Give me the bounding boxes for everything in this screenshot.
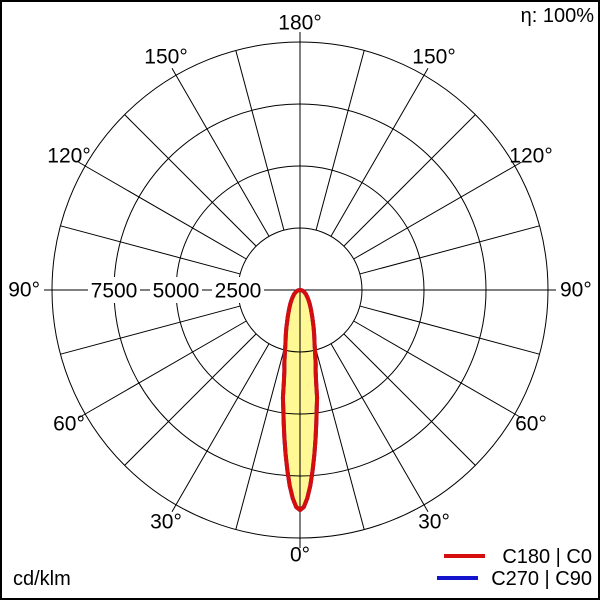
grid-spoke-75: [359, 305, 540, 355]
grid-tick-210: [171, 68, 177, 76]
grid-spoke-120: [353, 165, 516, 260]
legend-label-c180-c0: C180 | C0: [502, 546, 592, 568]
grid-spoke-285: [60, 305, 241, 355]
angle-label-180: 180°: [278, 12, 321, 35]
grid-spoke-15: [315, 349, 365, 530]
grid-tick-300: [78, 413, 86, 419]
unit-label: cd/klm: [13, 568, 71, 590]
angle-label-150-right: 150°: [412, 46, 455, 69]
grid-tick-330: [171, 504, 177, 512]
grid-tick-60: [514, 413, 522, 419]
grid-tick-240: [78, 161, 86, 167]
grid-spoke-345: [235, 349, 285, 530]
angle-label-60-right: 60°: [515, 413, 547, 436]
legend-label-c270-c90: C270 | C90: [491, 568, 592, 590]
grid-spoke-240: [84, 165, 247, 260]
grid-spoke-135: [343, 114, 476, 247]
grid-spoke-330: [175, 343, 270, 506]
efficiency-label: η: 100%: [521, 5, 595, 27]
ring-label-mask-2500: [212, 277, 264, 303]
grid-spoke-195: [235, 50, 285, 231]
grid-tick-30: [423, 504, 429, 512]
grid-spoke-45: [343, 333, 476, 466]
angle-label-90-right: 90°: [560, 279, 592, 302]
angle-label-0: 0°: [290, 544, 310, 567]
angle-label-60-left: 60°: [53, 413, 85, 436]
curve-c180-c0: [280, 288, 320, 512]
angle-label-30-left: 30°: [150, 511, 182, 534]
ring-label-mask-7500: [88, 277, 140, 303]
ring-label-7500: 7500: [91, 280, 138, 303]
ring-label-mask-5000: [150, 277, 202, 303]
grid-spoke-105: [359, 225, 540, 275]
grid-spoke-300: [84, 320, 247, 415]
ring-label-2500: 2500: [215, 280, 262, 303]
ring-label-5000: 5000: [153, 280, 200, 303]
grid-spoke-225: [124, 114, 257, 247]
angle-label-120-left: 120°: [47, 145, 90, 168]
grid-spoke-60: [353, 320, 516, 415]
angle-label-120-right: 120°: [509, 145, 552, 168]
grid-spoke-30: [330, 343, 425, 506]
legend: C180 | C0 C270 | C90: [437, 546, 592, 590]
grid-tick-150: [423, 68, 429, 76]
angle-label-90-left: 90°: [8, 279, 40, 302]
grid-spoke-255: [60, 225, 241, 275]
grid-spoke-150: [330, 74, 425, 237]
grid-spoke-165: [315, 50, 365, 231]
grid-spoke-315: [124, 333, 257, 466]
angle-label-150-left: 150°: [144, 46, 187, 69]
grid-tick-120: [514, 161, 522, 167]
grid-spoke-210: [175, 74, 270, 237]
angle-label-30-right: 30°: [418, 511, 450, 534]
